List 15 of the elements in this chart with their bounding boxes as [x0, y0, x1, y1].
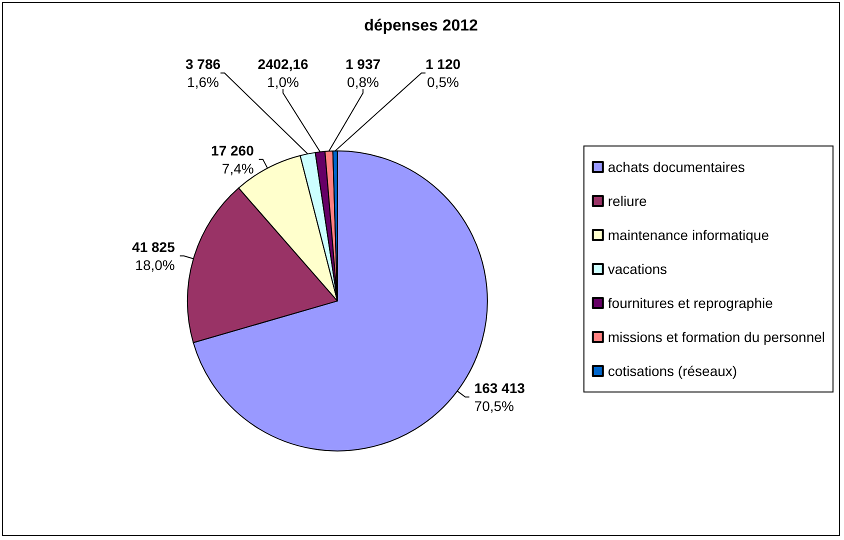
- chart-title: dépenses 2012: [364, 18, 478, 34]
- legend-label: fournitures et reprographie: [608, 295, 774, 311]
- data-label: 17 260 7,4%: [211, 142, 254, 176]
- legend-label: missions et formation du personnel: [608, 329, 825, 345]
- data-label: 41 825 18,0%: [132, 238, 176, 273]
- legend-label: maintenance informatique: [608, 227, 770, 243]
- legend-label: achats documentaires: [608, 159, 745, 175]
- legend-label: vacations: [608, 261, 668, 277]
- legend-label: reliure: [608, 193, 648, 209]
- data-label: 1 120 0,5%: [425, 56, 461, 90]
- data-label: 163 413 70,5%: [474, 380, 526, 414]
- legend-label: cotisations (réseaux): [608, 363, 738, 379]
- data-label: 3 786 1,6%: [185, 56, 221, 90]
- data-label: 2402,16 1,0%: [258, 56, 309, 90]
- data-label: 1 937 0,8%: [345, 56, 381, 90]
